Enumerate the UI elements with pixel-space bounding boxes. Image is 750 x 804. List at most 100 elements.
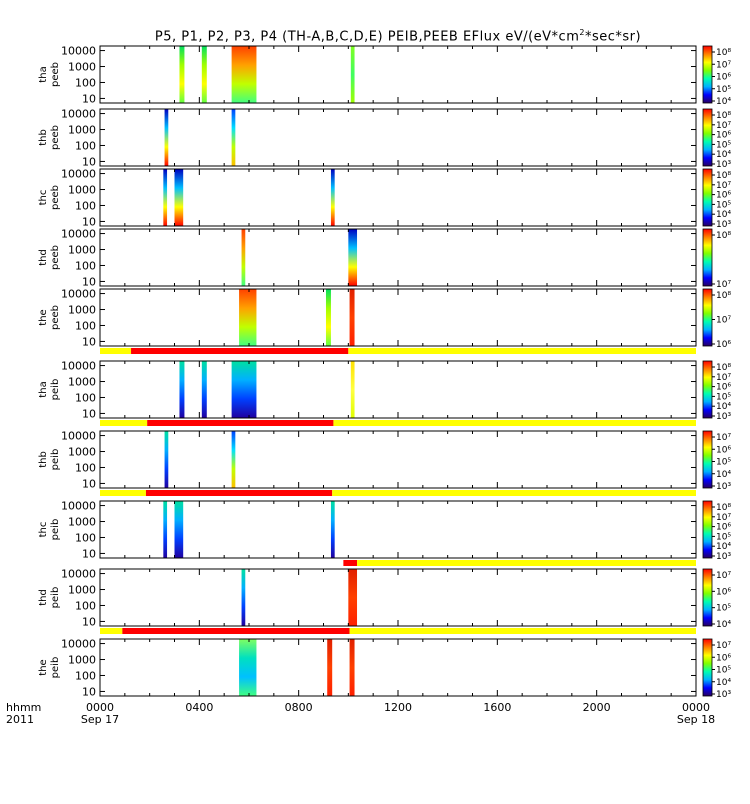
panel-frame	[99, 228, 697, 287]
flag-bar	[333, 420, 696, 426]
panel-ylabel: peeb	[50, 125, 61, 150]
panel-ylabel: tha	[38, 66, 49, 82]
colorbar-label: 10³	[716, 690, 731, 700]
y-tick-label: 1000	[68, 584, 96, 597]
colorbar-label: 10⁷	[716, 121, 731, 131]
panel-frame	[99, 288, 697, 347]
flag-bar	[100, 348, 132, 354]
flag-bar	[147, 420, 334, 426]
data-block	[330, 169, 335, 226]
y-tick-label: 100	[75, 599, 96, 612]
data-block	[348, 229, 358, 286]
data-block	[348, 569, 358, 626]
colorbar-label: 10⁸	[716, 48, 731, 58]
panel-ylabel: thb	[38, 451, 49, 468]
data-block	[350, 46, 355, 103]
colorbar	[702, 430, 713, 489]
colorbar-label: 10³	[716, 412, 731, 422]
flag-bar	[100, 490, 146, 496]
figure-title: P5, P1, P2, P3, P4 (TH-A,B,C,D,E) PEIB,P…	[154, 28, 642, 45]
colorbar-label: 10⁷	[716, 181, 731, 191]
time-axis-header: hhmm	[6, 701, 41, 714]
y-tick-label: 10000	[61, 500, 96, 513]
data-block	[239, 289, 257, 346]
data-block	[231, 431, 236, 488]
colorbar-label: 10⁸	[716, 171, 731, 181]
data-block	[350, 361, 355, 418]
panel-ylabel: the	[38, 659, 49, 675]
colorbar-label: 10⁵	[716, 85, 731, 95]
colorbar-label: 10⁷	[716, 373, 731, 383]
colorbar-label: 10³	[716, 160, 731, 170]
y-tick-label: 10000	[61, 168, 96, 181]
colorbar	[702, 500, 713, 559]
colorbar-label: 10⁶	[716, 445, 731, 455]
y-tick-label: 10000	[61, 45, 96, 58]
colorbar-label: 10⁵	[716, 392, 731, 402]
time-date-label: Sep 17	[81, 713, 119, 726]
flag-bar	[131, 348, 349, 354]
panel-ylabel: peeb	[50, 185, 61, 210]
y-tick-label: 1000	[68, 304, 96, 317]
colorbar-label: 10⁴	[716, 97, 731, 107]
time-tick-label: 0400	[185, 701, 213, 714]
panel-frame	[99, 360, 697, 419]
time-tick-label: 0000	[682, 701, 710, 714]
time-date-label: Sep 18	[677, 713, 715, 726]
y-tick-label: 10000	[61, 228, 96, 241]
y-tick-label: 1000	[68, 184, 96, 197]
colorbar	[702, 45, 713, 104]
panel-frame	[99, 108, 697, 167]
flag-bar	[100, 420, 148, 426]
y-tick-label: 10	[82, 335, 96, 348]
data-block	[201, 361, 207, 418]
flag-bar	[122, 628, 350, 634]
flag-bar	[100, 628, 123, 634]
data-block	[241, 229, 246, 286]
data-block	[349, 639, 355, 696]
data-block	[349, 289, 355, 346]
y-tick-label: 10	[82, 615, 96, 628]
colorbar-label: 10⁷	[716, 571, 731, 581]
y-tick-label: 10000	[61, 430, 96, 443]
y-tick-label: 10000	[61, 360, 96, 373]
colorbar	[702, 288, 713, 347]
colorbar-label: 10⁷	[716, 60, 731, 70]
time-tick-label: 1600	[483, 701, 511, 714]
time-axis-year: 2011	[6, 713, 34, 726]
y-tick-label: 10	[82, 407, 96, 420]
colorbar	[702, 568, 713, 627]
colorbar-label: 10⁶	[716, 587, 731, 597]
colorbar-label: 10⁵	[716, 200, 731, 210]
colorbar-label: 10⁶	[716, 383, 731, 393]
panel-ylabel: the	[38, 309, 49, 325]
time-tick-label: 2000	[583, 701, 611, 714]
y-tick-label: 1000	[68, 376, 96, 389]
data-block	[174, 169, 184, 226]
panel-ylabel: thb	[38, 129, 49, 146]
flag-bar	[332, 490, 696, 496]
panel-ylabel: tha	[38, 381, 49, 397]
colorbar-label: 10⁸	[716, 363, 731, 373]
y-tick-label: 1000	[68, 61, 96, 74]
colorbar-label: 10⁸	[716, 111, 731, 121]
data-block	[163, 169, 168, 226]
colorbar	[702, 228, 713, 287]
flag-bar	[349, 628, 696, 634]
colorbar	[702, 638, 713, 697]
panel-ylabel: thc	[38, 522, 49, 538]
colorbar-label: 10⁵	[716, 666, 731, 676]
panel-ylabel: thd	[38, 249, 49, 266]
colorbar-label: 10⁴	[716, 542, 731, 552]
colorbar-label: 10⁴	[716, 470, 731, 480]
data-block	[239, 639, 257, 696]
flag-bar	[357, 560, 696, 566]
y-tick-label: 1000	[68, 244, 96, 257]
panel-ylabel: thd	[38, 589, 49, 606]
y-tick-label: 100	[75, 669, 96, 682]
panel-ylabel: peeb	[50, 305, 61, 330]
panel-frame	[99, 568, 697, 627]
y-tick-label: 1000	[68, 124, 96, 137]
colorbar	[702, 168, 713, 227]
colorbar-label: 10⁴	[716, 150, 731, 160]
